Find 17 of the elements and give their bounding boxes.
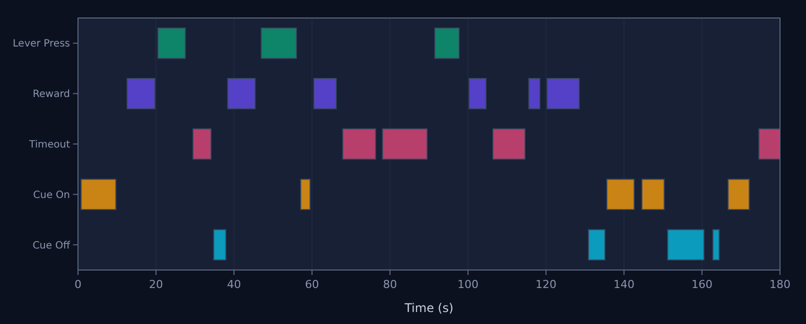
y-tick-label: Reward: [32, 89, 70, 100]
x-tick-label: 60: [305, 278, 319, 291]
y-tick-label: Cue On: [33, 190, 70, 201]
y-tick-label: Timeout: [28, 140, 70, 150]
x-tick-label: 140: [614, 278, 634, 291]
y-tick-label: Lever Press: [12, 38, 70, 50]
x-tick-label: 80: [383, 278, 397, 291]
y-tick-label: Cue Off: [32, 240, 72, 252]
x-tick-label: 100: [458, 278, 478, 291]
x-tick-label: 120: [536, 278, 556, 291]
bar: [546, 78, 580, 110]
x-tick-label: 0: [74, 278, 82, 291]
x-tick-label: 160: [692, 278, 712, 291]
x-tick-label: 180: [770, 278, 790, 291]
x-axis-title: Time (s): [404, 301, 454, 315]
x-tick-label: 40: [227, 278, 241, 291]
x-tick-label: 20: [149, 278, 163, 291]
